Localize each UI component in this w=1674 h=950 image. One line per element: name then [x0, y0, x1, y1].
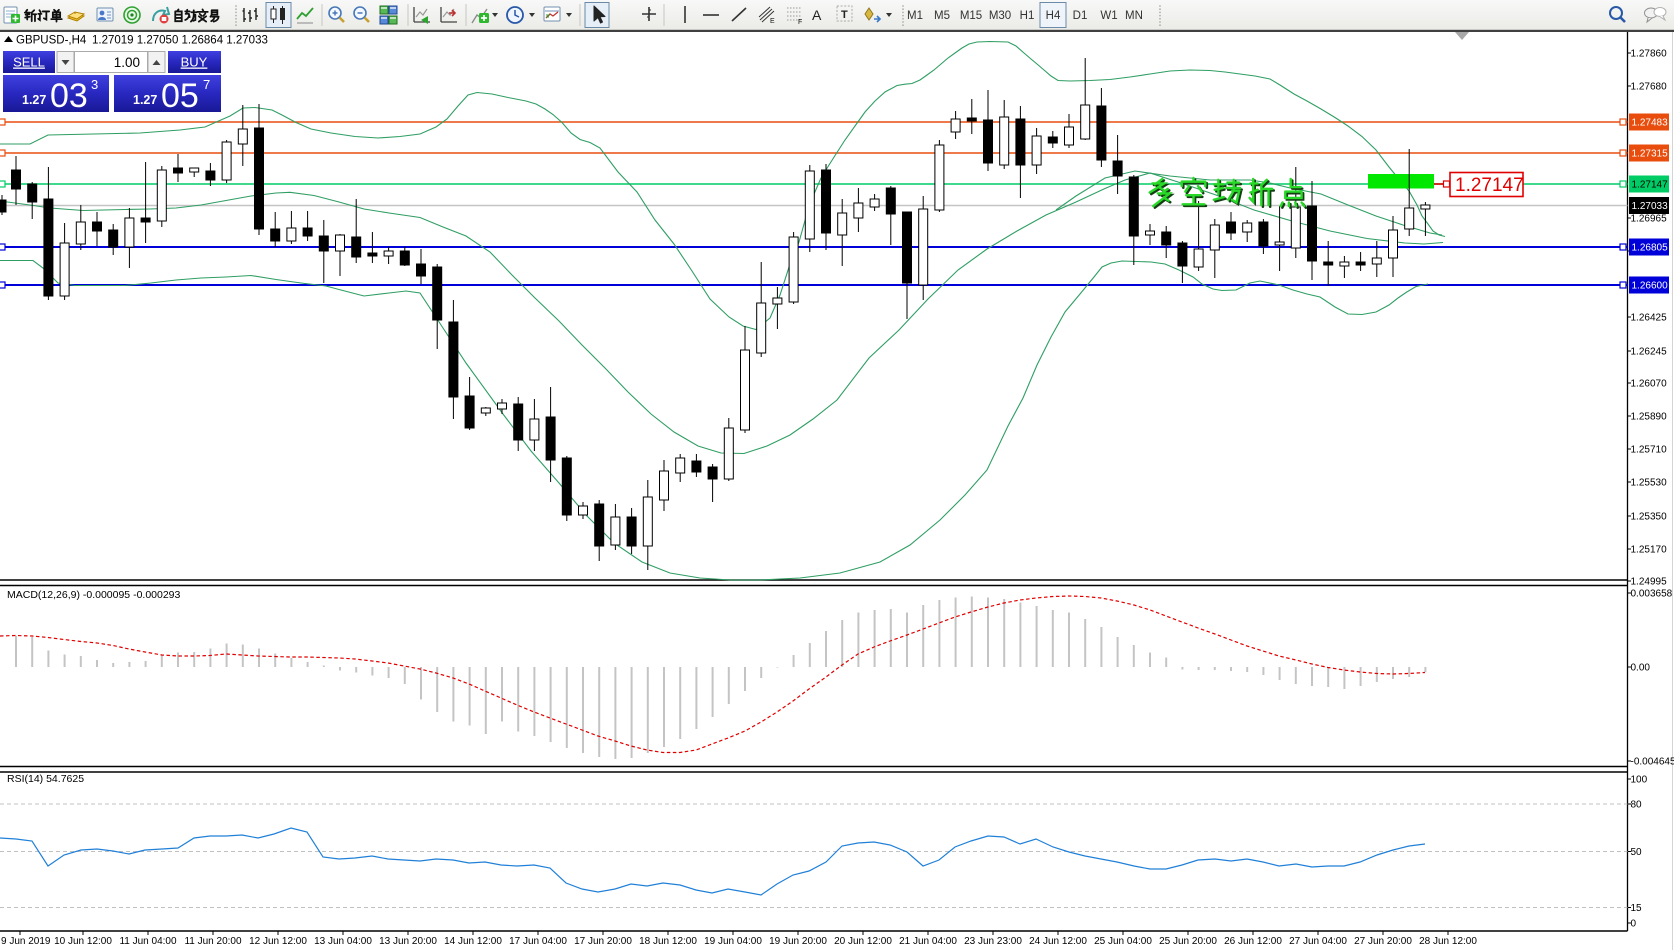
svg-text:17 Jun 20:00: 17 Jun 20:00 — [574, 936, 632, 947]
svg-text:M15: M15 — [960, 10, 982, 22]
svg-text:1.24995: 1.24995 — [1631, 577, 1668, 588]
svg-text:1.00: 1.00 — [114, 55, 140, 70]
svg-text:1.26070: 1.26070 — [1631, 379, 1668, 390]
svg-text:50: 50 — [1631, 847, 1643, 858]
svg-text:1.27483: 1.27483 — [1632, 118, 1669, 129]
svg-text:1.26965: 1.26965 — [1631, 214, 1668, 225]
svg-text:1.26805: 1.26805 — [1632, 243, 1669, 254]
svg-text:1.27033: 1.27033 — [1632, 201, 1669, 212]
svg-text:20 Jun 12:00: 20 Jun 12:00 — [834, 936, 892, 947]
svg-text:27 Jun 04:00: 27 Jun 04:00 — [1289, 936, 1347, 947]
svg-text:1.27860: 1.27860 — [1631, 49, 1668, 60]
svg-text:1.27: 1.27 — [22, 93, 46, 107]
svg-text:19 Jun 04:00: 19 Jun 04:00 — [704, 936, 762, 947]
svg-text:M5: M5 — [934, 10, 950, 22]
svg-text:17 Jun 04:00: 17 Jun 04:00 — [509, 936, 567, 947]
svg-text:18 Jun 12:00: 18 Jun 12:00 — [639, 936, 697, 947]
svg-text:13 Jun 20:00: 13 Jun 20:00 — [379, 936, 437, 947]
svg-text:13 Jun 04:00: 13 Jun 04:00 — [314, 936, 372, 947]
svg-text:H4: H4 — [1046, 10, 1061, 22]
svg-text:1.27019 1.27050 1.26864 1.2703: 1.27019 1.27050 1.26864 1.27033 — [92, 35, 268, 47]
svg-text:11 Jun 04:00: 11 Jun 04:00 — [119, 936, 177, 947]
svg-text:BUY: BUY — [181, 55, 208, 70]
svg-text:A: A — [812, 7, 822, 23]
svg-text:1.25890: 1.25890 — [1631, 412, 1668, 423]
svg-text:E: E — [770, 18, 775, 25]
svg-text:GBPUSD-,H4: GBPUSD-,H4 — [16, 35, 87, 47]
svg-text:1.25170: 1.25170 — [1631, 545, 1668, 556]
svg-text:H1: H1 — [1020, 10, 1035, 22]
svg-text:24 Jun 12:00: 24 Jun 12:00 — [1029, 936, 1087, 947]
svg-text:100: 100 — [1631, 775, 1648, 786]
svg-text:-0.004645: -0.004645 — [1631, 757, 1674, 768]
svg-text:1.27147: 1.27147 — [1632, 180, 1669, 191]
svg-text:MN: MN — [1125, 10, 1143, 22]
svg-text:1.27680: 1.27680 — [1631, 82, 1668, 93]
svg-text:1.25350: 1.25350 — [1631, 512, 1668, 523]
svg-text:F: F — [798, 19, 802, 26]
svg-text:14 Jun 12:00: 14 Jun 12:00 — [444, 936, 502, 947]
svg-text:3: 3 — [91, 77, 98, 92]
svg-text:19 Jun 20:00: 19 Jun 20:00 — [769, 936, 827, 947]
svg-text:0.00: 0.00 — [1631, 663, 1651, 674]
svg-text:0: 0 — [1631, 919, 1637, 930]
svg-text:10 Jun 12:00: 10 Jun 12:00 — [54, 936, 112, 947]
svg-text:0.003658: 0.003658 — [1631, 589, 1673, 600]
svg-text:M1: M1 — [907, 10, 923, 22]
svg-text:1.25530: 1.25530 — [1631, 478, 1668, 489]
svg-text:23 Jun 23:00: 23 Jun 23:00 — [964, 936, 1022, 947]
svg-text:21 Jun 04:00: 21 Jun 04:00 — [899, 936, 957, 947]
svg-text:RSI(14) 54.7625: RSI(14) 54.7625 — [7, 773, 84, 785]
svg-text:SELL: SELL — [13, 55, 45, 70]
svg-text:1.26600: 1.26600 — [1632, 281, 1669, 292]
svg-text:28 Jun 12:00: 28 Jun 12:00 — [1419, 936, 1477, 947]
svg-text:1.25710: 1.25710 — [1631, 445, 1668, 456]
svg-text:1.26425: 1.26425 — [1631, 313, 1668, 324]
svg-text:11 Jun 20:00: 11 Jun 20:00 — [184, 936, 242, 947]
svg-text:12 Jun 12:00: 12 Jun 12:00 — [249, 936, 307, 947]
svg-text:M30: M30 — [989, 10, 1011, 22]
svg-text:25 Jun 04:00: 25 Jun 04:00 — [1094, 936, 1152, 947]
svg-text:1.27: 1.27 — [133, 93, 157, 107]
svg-text:MACD(12,26,9) -0.000095 -0.000: MACD(12,26,9) -0.000095 -0.000293 — [7, 589, 181, 601]
svg-text:25 Jun 20:00: 25 Jun 20:00 — [1159, 936, 1217, 947]
svg-text:1.26245: 1.26245 — [1631, 347, 1668, 358]
svg-text:T: T — [841, 9, 848, 21]
svg-text:7: 7 — [203, 77, 210, 92]
svg-text:15: 15 — [1631, 903, 1643, 914]
svg-text:1.27147: 1.27147 — [1455, 175, 1524, 196]
svg-text:27 Jun 20:00: 27 Jun 20:00 — [1354, 936, 1412, 947]
svg-text:26 Jun 12:00: 26 Jun 12:00 — [1224, 936, 1282, 947]
svg-text:03: 03 — [50, 77, 88, 115]
svg-text:D1: D1 — [1073, 10, 1088, 22]
svg-text:9 Jun 2019: 9 Jun 2019 — [1, 936, 51, 947]
svg-text:05: 05 — [161, 77, 199, 115]
svg-text:80: 80 — [1631, 800, 1643, 811]
svg-text:W1: W1 — [1100, 10, 1117, 22]
svg-text:1.27315: 1.27315 — [1632, 149, 1669, 160]
